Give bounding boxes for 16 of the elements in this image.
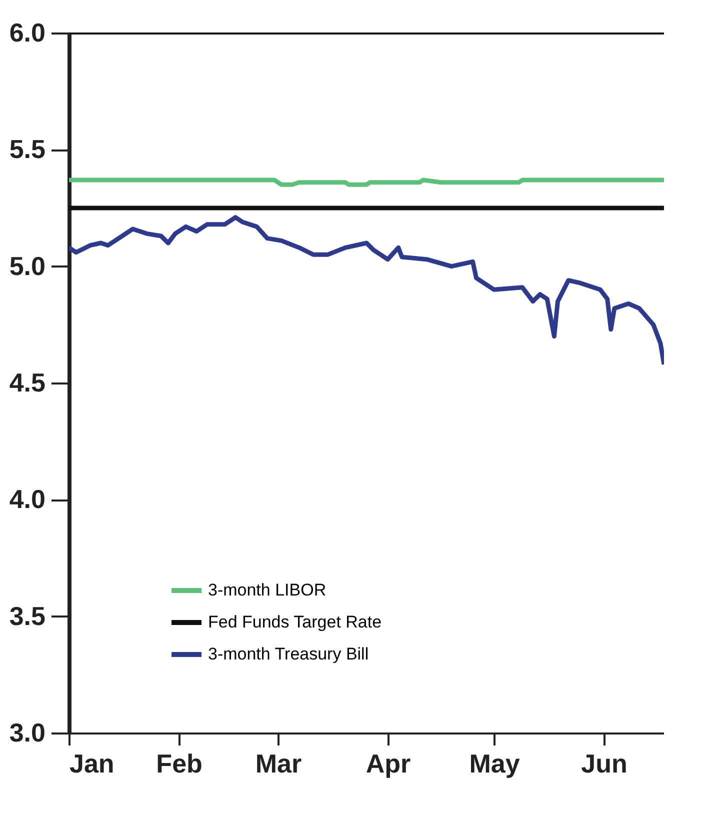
y-tick-label: 6.0 [9, 18, 46, 48]
x-tick-label: Apr [366, 748, 411, 778]
x-tick-label: Jan [70, 748, 114, 778]
legend-label: 3-month Treasury Bill [208, 644, 369, 664]
y-tick-label: 5.0 [9, 250, 46, 281]
x-tick-label: Feb [156, 748, 202, 778]
y-tick-label: 3.0 [9, 718, 46, 748]
y-tick-label: 4.0 [9, 484, 46, 514]
legend-label: Fed Funds Target Rate [208, 612, 382, 632]
y-tick-label: 3.5 [9, 600, 46, 631]
x-tick-label: Jun [581, 748, 628, 778]
x-tick-label: May [469, 748, 520, 778]
y-tick-label: 5.5 [9, 134, 46, 164]
y-tick-label: 4.5 [9, 368, 46, 398]
x-tick-label: Mar [255, 748, 302, 778]
legend-label: 3-month LIBOR [208, 580, 326, 600]
